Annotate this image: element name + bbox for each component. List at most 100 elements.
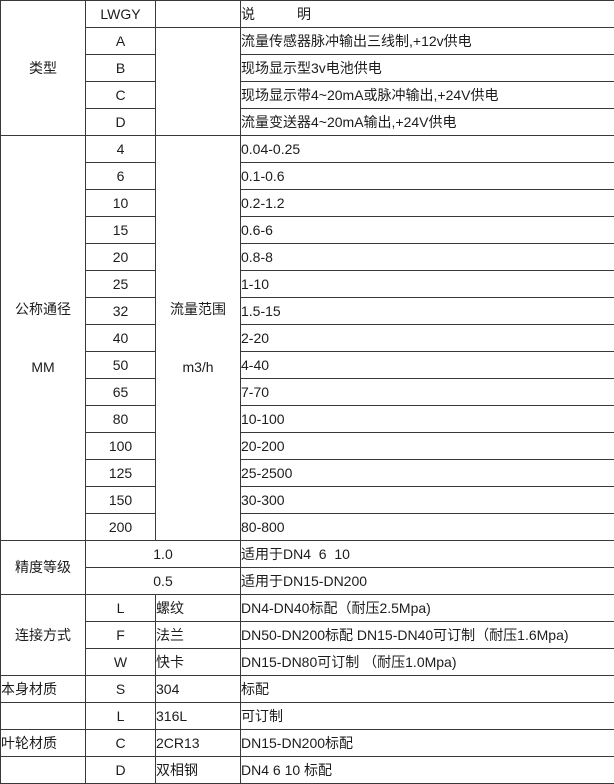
table-row: 32 1.5-15 (1, 298, 614, 325)
table-row: F 法兰 DN50-DN200标配 DN15-DN40可订制（耐压1.6Mpa) (1, 622, 614, 649)
size-cell: 125 (86, 460, 156, 487)
size-cell: 6 (86, 163, 156, 190)
row-group-label-body-material: 本身材质 (1, 676, 86, 703)
desc-cell: 流量传感器脉冲输出三线制,+12v供电 (241, 28, 614, 55)
flow-range-cell: 20-200 (241, 433, 614, 460)
material-code-cell: L (86, 703, 156, 730)
desc-cell: DN15-DN200标配 (241, 730, 614, 757)
flow-range-cell: 0.2-1.2 (241, 190, 614, 217)
table-row: D 流量变送器4~20mA输出,+24V供电 (1, 109, 614, 136)
empty-cell (156, 1, 241, 28)
flow-range-cell: 0.1-0.6 (241, 163, 614, 190)
table-row: 6 0.1-0.6 (1, 163, 614, 190)
material-name-cell: 304 (156, 676, 241, 703)
connection-code-cell: W (86, 649, 156, 676)
empty-label-cell (1, 703, 86, 730)
table-row: 本身材质 S 304 标配 (1, 676, 614, 703)
desc-cell: 适用于DN4 6 10 (241, 541, 614, 568)
row-group-label-connection: 连接方式 (1, 595, 86, 676)
table-row: 公称通径 MM 4 流量范围 m3/h 0.04-0.25 (1, 136, 614, 163)
row-group-label-diameter: 公称通径 MM (1, 136, 86, 541)
table-row: 25 1-10 (1, 271, 614, 298)
row-group-label-type: 类型 (1, 1, 86, 136)
material-name-cell: 2CR13 (156, 730, 241, 757)
row-group-label-impeller-material: 叶轮材质 (1, 730, 86, 757)
type-code-cell: C (86, 82, 156, 109)
size-cell: 25 (86, 271, 156, 298)
desc-header-cell: 说 明 (241, 1, 614, 28)
row-group-label-accuracy: 精度等级 (1, 541, 86, 595)
material-name-cell: 双相钢 (156, 757, 241, 784)
flow-range-header-cell: 流量范围 m3/h (156, 136, 241, 541)
model-code-cell: LWGY (86, 1, 156, 28)
size-cell: 10 (86, 190, 156, 217)
flow-range-cell: 80-800 (241, 514, 614, 541)
flow-range-cell: 10-100 (241, 406, 614, 433)
type-code-cell: A (86, 28, 156, 55)
table-row: 150 30-300 (1, 487, 614, 514)
table-row: 50 4-40 (1, 352, 614, 379)
flow-range-cell: 2-20 (241, 325, 614, 352)
table-row: 100 20-200 (1, 433, 614, 460)
material-code-cell: C (86, 730, 156, 757)
flow-range-cell: 1.5-15 (241, 298, 614, 325)
connection-code-cell: L (86, 595, 156, 622)
table-row: 40 2-20 (1, 325, 614, 352)
accuracy-value-cell: 0.5 (86, 568, 241, 595)
table-row: 叶轮材质 C 2CR13 DN15-DN200标配 (1, 730, 614, 757)
desc-cell: 流量变送器4~20mA输出,+24V供电 (241, 109, 614, 136)
desc-cell: DN4-DN40标配（耐压2.5Mpa) (241, 595, 614, 622)
desc-cell: DN50-DN200标配 DN15-DN40可订制（耐压1.6Mpa) (241, 622, 614, 649)
diameter-label-line2: MM (1, 355, 85, 380)
flow-range-cell: 30-300 (241, 487, 614, 514)
size-cell: 200 (86, 514, 156, 541)
table-row: 类型 LWGY 说 明 (1, 1, 614, 28)
desc-cell: DN4 6 10 标配 (241, 757, 614, 784)
material-code-cell: S (86, 676, 156, 703)
empty-label-cell (1, 757, 86, 784)
table-row: 精度等级 1.0 适用于DN4 6 10 (1, 541, 614, 568)
flow-range-cell: 1-10 (241, 271, 614, 298)
size-cell: 40 (86, 325, 156, 352)
size-cell: 100 (86, 433, 156, 460)
table-row: C 现场显示带4~20mA或脉冲输出,+24V供电 (1, 82, 614, 109)
flow-range-header-line1: 流量范围 (156, 297, 240, 322)
size-cell: 50 (86, 352, 156, 379)
flow-range-header-line2: m3/h (156, 355, 240, 380)
desc-cell: 现场显示型3v电池供电 (241, 55, 614, 82)
connection-name-cell: 法兰 (156, 622, 241, 649)
table-row: W 快卡 DN15-DN80可订制 （耐压1.0Mpa) (1, 649, 614, 676)
connection-code-cell: F (86, 622, 156, 649)
empty-cell (156, 28, 241, 136)
flow-range-cell: 0.6-6 (241, 217, 614, 244)
flow-range-cell: 0.04-0.25 (241, 136, 614, 163)
size-cell: 150 (86, 487, 156, 514)
material-code-cell: D (86, 757, 156, 784)
flow-range-cell: 25-2500 (241, 460, 614, 487)
size-cell: 15 (86, 217, 156, 244)
diameter-label-line1: 公称通径 (1, 297, 85, 322)
table-row: L 316L 可订制 (1, 703, 614, 730)
table-row: 200 80-800 (1, 514, 614, 541)
desc-cell: 可订制 (241, 703, 614, 730)
desc-cell: 现场显示带4~20mA或脉冲输出,+24V供电 (241, 82, 614, 109)
desc-cell: 标配 (241, 676, 614, 703)
type-code-cell: D (86, 109, 156, 136)
flow-range-cell: 7-70 (241, 379, 614, 406)
size-cell: 20 (86, 244, 156, 271)
connection-name-cell: 快卡 (156, 649, 241, 676)
table-row: A 流量传感器脉冲输出三线制,+12v供电 (1, 28, 614, 55)
desc-cell: 适用于DN15-DN200 (241, 568, 614, 595)
accuracy-value-cell: 1.0 (86, 541, 241, 568)
table-row: 80 10-100 (1, 406, 614, 433)
table-row: 20 0.8-8 (1, 244, 614, 271)
type-code-cell: B (86, 55, 156, 82)
table-row: 125 25-2500 (1, 460, 614, 487)
table-row: B 现场显示型3v电池供电 (1, 55, 614, 82)
flow-range-cell: 0.8-8 (241, 244, 614, 271)
size-cell: 80 (86, 406, 156, 433)
table-row: 0.5 适用于DN15-DN200 (1, 568, 614, 595)
table-row: 15 0.6-6 (1, 217, 614, 244)
table-row: 连接方式 L 螺纹 DN4-DN40标配（耐压2.5Mpa) (1, 595, 614, 622)
